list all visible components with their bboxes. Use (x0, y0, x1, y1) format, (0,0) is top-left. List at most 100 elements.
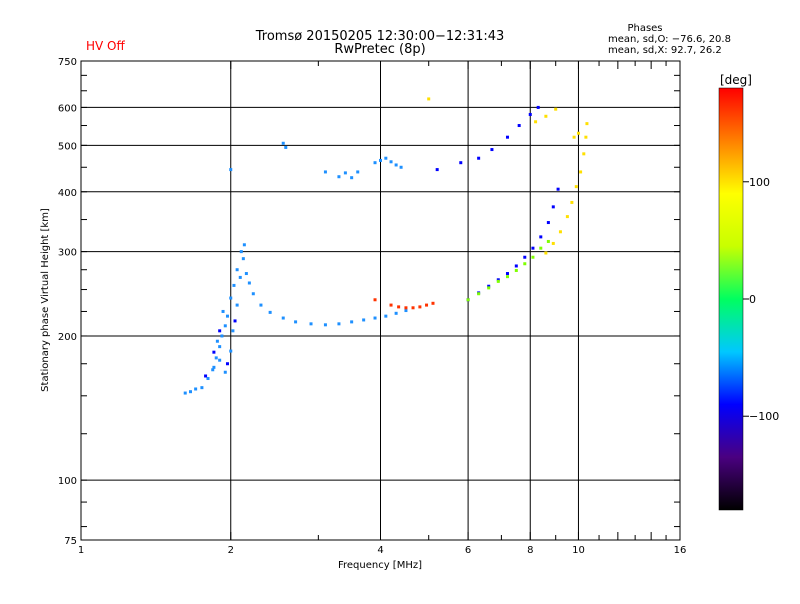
data-point (523, 262, 527, 266)
data-point (225, 314, 229, 318)
data-point (431, 301, 435, 305)
x-tick-labels: 1 2 4 6 8 10 16 (78, 545, 687, 556)
data-point (235, 303, 239, 307)
y-tick-labels: 75 100 200 300 400 500 600 750 (58, 57, 77, 547)
data-point (206, 377, 210, 381)
data-point (556, 187, 560, 191)
data-point (505, 275, 509, 279)
data-point (496, 279, 500, 283)
data-point (544, 251, 548, 255)
data-point (404, 309, 408, 313)
data-point (574, 185, 578, 189)
data-point (379, 158, 382, 162)
data-point (188, 390, 192, 394)
data-point (229, 296, 233, 300)
data-point (584, 135, 588, 139)
data-point (558, 230, 562, 234)
data-point (373, 161, 377, 165)
data-point (323, 323, 327, 327)
data-point (220, 334, 224, 338)
data-point (244, 272, 248, 276)
y-tick-label: 750 (58, 57, 77, 68)
plot-grid (81, 61, 680, 540)
data-point (373, 316, 377, 320)
data-point (239, 250, 243, 254)
data-point (490, 148, 494, 152)
x-tick-label: 16 (674, 545, 687, 556)
x-tick-label: 1 (78, 545, 84, 556)
y-tick-label: 300 (58, 248, 77, 259)
data-point (435, 168, 439, 172)
data-point (389, 303, 393, 307)
data-point (229, 349, 233, 353)
data-point (523, 255, 527, 259)
data-point (241, 257, 245, 261)
data-point (534, 120, 538, 124)
data-point (517, 124, 521, 128)
chart-subtitle: RwPretec (8p) (334, 42, 425, 57)
data-point (459, 161, 463, 165)
data-point (259, 303, 263, 307)
data-point (544, 114, 548, 118)
data-point (579, 170, 583, 174)
data-point (582, 152, 586, 156)
data-point (242, 243, 246, 247)
data-point (565, 215, 569, 219)
colorbar-label: [deg] (720, 73, 752, 87)
data-point (232, 283, 236, 287)
colorbar-tick-label: 100 (749, 176, 770, 189)
data-point (487, 284, 491, 288)
data-point (585, 122, 589, 126)
y-tick-label: 75 (64, 536, 77, 547)
data-point (281, 141, 285, 145)
data-point (218, 345, 222, 349)
data-point (531, 255, 535, 259)
data-point (505, 272, 509, 276)
axis-ticks (80, 60, 681, 541)
y-tick-label: 200 (58, 332, 77, 343)
data-point (247, 281, 251, 285)
data-point (418, 305, 422, 309)
data-point (514, 268, 518, 272)
x-tick-label: 2 (228, 545, 234, 556)
data-point (384, 156, 388, 160)
data-point (233, 319, 237, 323)
data-point (570, 200, 574, 204)
data-point (536, 105, 540, 109)
data-point (223, 370, 227, 374)
data-point (211, 368, 215, 372)
data-point (487, 286, 491, 290)
data-point (218, 329, 222, 333)
colorbar-scale (718, 87, 744, 511)
data-point (251, 292, 255, 296)
data-point (411, 306, 415, 310)
data-point (214, 356, 218, 360)
data-point (528, 112, 532, 116)
data-point (546, 239, 550, 243)
data-point (362, 318, 366, 322)
stats-x-mode: mean, sd,X: 92.7, 26.2 (608, 45, 722, 56)
data-point (373, 298, 377, 302)
data-point (554, 107, 558, 111)
data-point (212, 365, 216, 369)
data-point (576, 131, 580, 135)
data-points (183, 97, 589, 395)
data-point (212, 350, 216, 354)
x-tick-label: 6 (465, 545, 471, 556)
stats-o-mode: mean, sd,O: −76.6, 20.8 (608, 34, 731, 45)
data-point (505, 135, 509, 139)
data-point (531, 246, 535, 250)
data-point (200, 386, 204, 390)
data-point (394, 163, 398, 167)
data-point (356, 170, 360, 174)
data-point (183, 391, 187, 395)
data-point (466, 298, 470, 302)
data-point (539, 246, 543, 250)
data-point (551, 241, 555, 245)
data-point (238, 275, 242, 279)
data-point (477, 156, 481, 160)
x-axis-label: Frequency [MHz] (338, 560, 422, 571)
data-point (394, 311, 398, 315)
data-point (268, 310, 272, 314)
